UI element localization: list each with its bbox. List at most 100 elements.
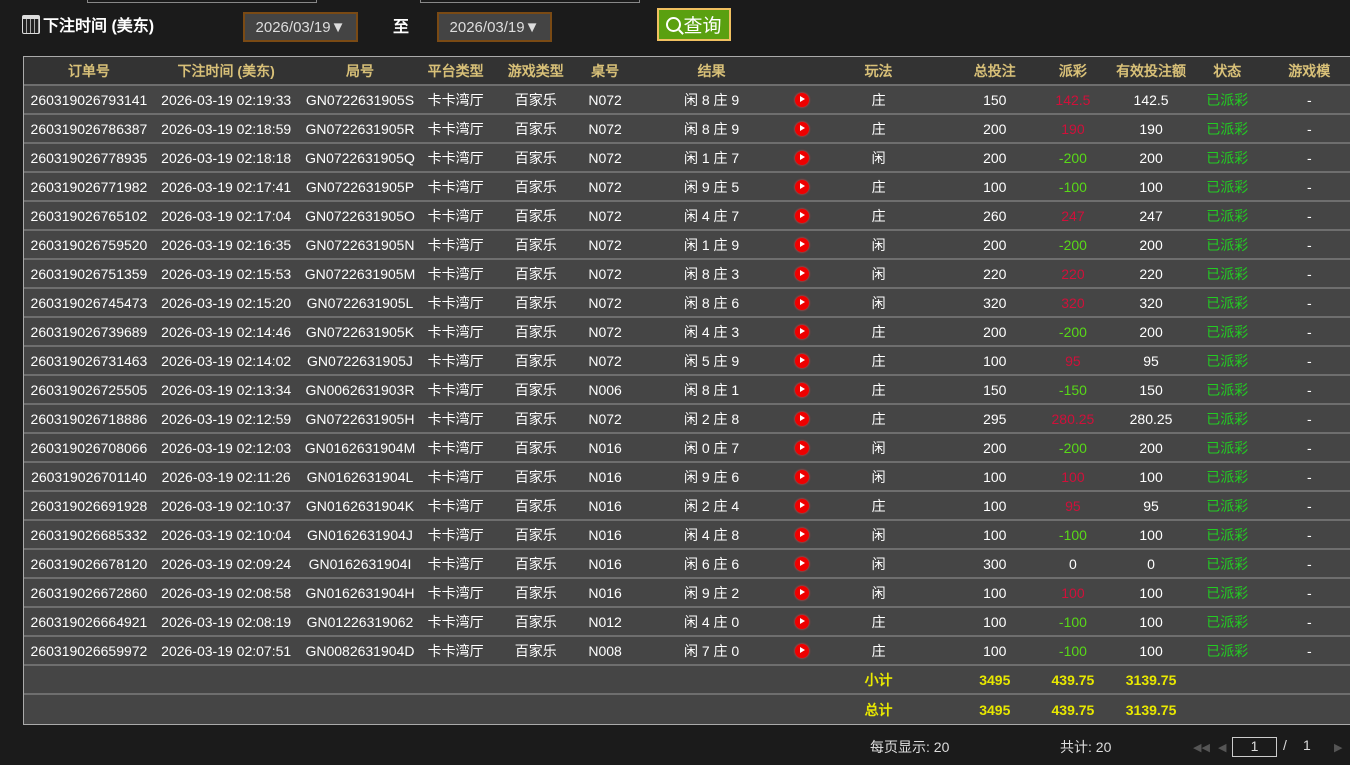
order-id-cell: 260319026701140 (31, 468, 147, 485)
play-icon[interactable] (795, 179, 810, 194)
valid-bet-cell: 320 (1139, 294, 1163, 311)
play-icon[interactable] (795, 527, 810, 542)
page-input[interactable]: 1 (1232, 737, 1277, 757)
query-button[interactable]: 查询 (657, 8, 731, 41)
bet-time-cell: 2026-03-19 02:10:04 (161, 526, 292, 543)
payout-cell: 95 (1065, 497, 1081, 514)
bet-time-filter-label: 下注时间 (美东) (22, 12, 154, 36)
prev-page-icon[interactable]: ◀ (1218, 742, 1227, 754)
play-icon[interactable] (795, 353, 810, 368)
next-page-icon[interactable]: ▶ (1334, 742, 1343, 754)
table-id-cell: N016 (588, 497, 622, 514)
play-icon[interactable] (795, 382, 810, 397)
payout-cell: -200 (1058, 236, 1087, 253)
platform-cell: 卡卡湾厅 (427, 236, 484, 253)
valid-bet-cell: 200 (1139, 236, 1163, 253)
game-mode-cell: - (1306, 410, 1312, 427)
round-id-cell: GN0162631904J (307, 526, 413, 543)
round-id-cell: GN0722631905J (307, 352, 413, 369)
bet-type-cell: 庄 (871, 381, 886, 398)
replay-cell (795, 324, 811, 339)
total-bet-cell: 200 (983, 439, 1007, 456)
subtotal-valid-bet: 3139.75 (1125, 671, 1177, 688)
table-row: 260319026701140 2026-03-19 02:11:26 GN0162… (24, 463, 1350, 492)
payout-cell: 100 (1061, 584, 1085, 601)
play-icon[interactable] (795, 150, 810, 165)
bet-time-cell: 2026-03-19 02:09:24 (161, 555, 292, 572)
play-icon[interactable] (795, 411, 810, 426)
game-type-cell: 百家乐 (514, 149, 557, 166)
column-header: 有效投注额 (1116, 62, 1187, 79)
game-type-cell: 百家乐 (514, 497, 557, 514)
play-icon[interactable] (795, 237, 810, 252)
subtotal-payout: 439.75 (1051, 671, 1095, 688)
play-icon[interactable] (795, 208, 810, 223)
order-id-cell: 260319026672860 (30, 584, 148, 601)
table-row: 260319026771982 2026-03-19 02:17:41 GN0722… (24, 173, 1350, 202)
total-bet-cell: 295 (983, 410, 1007, 427)
play-icon[interactable] (795, 556, 810, 571)
play-icon[interactable] (795, 469, 810, 484)
play-icon[interactable] (795, 121, 810, 136)
bet-time-cell: 2026-03-19 02:08:58 (161, 584, 292, 601)
replay-cell (795, 150, 811, 165)
play-icon[interactable] (795, 266, 810, 281)
game-mode-cell: - (1306, 236, 1312, 253)
table-id-cell: N016 (588, 526, 622, 543)
result-cell: 闲 7 庄 0 (683, 642, 740, 659)
calendar-icon (22, 14, 40, 34)
payout-cell: 320 (1061, 294, 1085, 311)
bet-type-cell: 闲 (871, 265, 886, 282)
platform-cell: 卡卡湾厅 (427, 323, 484, 340)
column-header: 游戏类型 (507, 62, 564, 79)
table-id-cell: N072 (588, 178, 622, 195)
total-bet-cell: 100 (983, 352, 1007, 369)
replay-cell (795, 92, 811, 107)
column-header: 平台类型 (427, 62, 484, 79)
platform-cell: 卡卡湾厅 (427, 497, 484, 514)
game-type-cell: 百家乐 (514, 178, 557, 195)
table-row: 260319026672860 2026-03-19 02:08:58 GN0162… (24, 579, 1350, 608)
total-row: 总计 3495 439.75 3139.75 (24, 695, 1350, 724)
bet-type-cell: 庄 (871, 91, 886, 108)
round-id-cell: GN0722631905Q (305, 149, 415, 166)
total-bet-cell: 260 (983, 207, 1007, 224)
table-id-cell: N072 (588, 323, 622, 340)
payout-cell: 95 (1065, 352, 1081, 369)
game-mode-cell: - (1306, 613, 1312, 630)
first-page-icon[interactable]: ◀◀ (1193, 742, 1210, 754)
order-id-cell: 260319026759520 (30, 236, 148, 253)
play-icon[interactable] (795, 440, 810, 455)
play-icon[interactable] (795, 643, 810, 658)
column-header: 局号 (345, 62, 374, 79)
play-icon[interactable] (795, 295, 810, 310)
bet-type-cell: 闲 (871, 294, 886, 311)
bet-type-cell: 庄 (871, 410, 886, 427)
play-icon[interactable] (795, 614, 810, 629)
game-type-cell: 百家乐 (514, 265, 557, 282)
table-id-cell: N072 (588, 120, 622, 137)
total-valid-bet: 3139.75 (1125, 701, 1177, 718)
game-mode-cell: - (1306, 555, 1312, 572)
valid-bet-cell: 200 (1139, 149, 1163, 166)
valid-bet-cell: 100 (1139, 613, 1163, 630)
game-type-cell: 百家乐 (514, 642, 557, 659)
bet-time-cell: 2026-03-19 02:16:35 (161, 236, 292, 253)
total-bet-cell: 100 (983, 468, 1007, 485)
table-id-cell: N016 (588, 468, 622, 485)
payout-cell: 280.25 (1051, 410, 1095, 427)
game-mode-cell: - (1306, 120, 1312, 137)
play-icon[interactable] (795, 498, 810, 513)
play-icon[interactable] (795, 324, 810, 339)
play-icon[interactable] (795, 92, 810, 107)
round-id-cell: GN0722631905K (305, 323, 415, 340)
start-date-select[interactable]: 2026/03/19▼ (243, 12, 358, 42)
total-bet-cell: 200 (983, 149, 1007, 166)
valid-bet-cell: 95 (1143, 352, 1159, 369)
end-date-select[interactable]: 2026/03/19▼ (437, 12, 552, 42)
play-icon[interactable] (795, 585, 810, 600)
total-bet-cell: 100 (983, 497, 1007, 514)
bet-time-cell: 2026-03-19 02:12:03 (161, 439, 292, 456)
subtotal-row: 小计 3495 439.75 3139.75 (24, 666, 1350, 695)
bet-time-cell: 2026-03-19 02:19:33 (161, 91, 292, 108)
